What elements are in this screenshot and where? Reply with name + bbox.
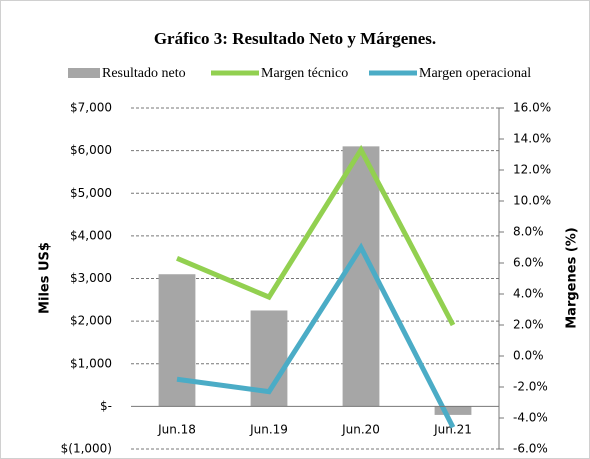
legend-swatch bbox=[68, 68, 100, 78]
y2-tick-label: 0.0% bbox=[513, 349, 544, 363]
y2-tick-label: -6.0% bbox=[513, 442, 548, 456]
line-series bbox=[176, 144, 456, 327]
y-tick-label: $3,000 bbox=[70, 271, 112, 285]
y-tick-label: $2,000 bbox=[70, 314, 112, 328]
y2-tick-label: 14.0% bbox=[513, 132, 551, 146]
x-tick-label: Jun.19 bbox=[249, 423, 288, 437]
line-series bbox=[176, 242, 456, 429]
y2-tick-label: 2.0% bbox=[513, 318, 544, 332]
y2-tick-label: 12.0% bbox=[513, 163, 551, 177]
legend-label: Margen técnico bbox=[261, 66, 348, 81]
bar bbox=[434, 406, 472, 415]
y-tick-label: $6,000 bbox=[70, 143, 112, 157]
legend-label: Margen operacional bbox=[419, 66, 531, 81]
y2-tick-label: -2.0% bbox=[513, 380, 548, 394]
y-tick-label: $(1,000) bbox=[61, 442, 112, 456]
y2-tick-label: 6.0% bbox=[513, 256, 544, 270]
y2-tick-label: 16.0% bbox=[513, 101, 551, 115]
y2-tick-label: 10.0% bbox=[513, 194, 551, 208]
legend-label: Resultado neto bbox=[102, 66, 186, 81]
y2-tick-label: 8.0% bbox=[513, 225, 544, 239]
y2-tick-label: 4.0% bbox=[513, 287, 544, 301]
y-tick-label: $- bbox=[100, 399, 112, 413]
y-tick-label: $4,000 bbox=[70, 228, 112, 242]
y-tick-label: $5,000 bbox=[70, 186, 112, 200]
y-tick-label: $1,000 bbox=[70, 356, 112, 370]
bar bbox=[158, 274, 196, 407]
x-tick-label: Jun.20 bbox=[341, 423, 380, 437]
x-tick-label: Jun.21 bbox=[433, 423, 472, 437]
chart-title: Gráfico 3: Resultado Neto y Márgenes. bbox=[154, 29, 436, 48]
y2-tick-label: -4.0% bbox=[513, 411, 548, 425]
y-axis-title: Miles US$ bbox=[38, 242, 53, 314]
y2-axis-title: Margenes (%) bbox=[565, 227, 580, 329]
y-tick-label: $7,000 bbox=[70, 101, 112, 115]
x-tick-label: Jun.18 bbox=[157, 423, 196, 437]
